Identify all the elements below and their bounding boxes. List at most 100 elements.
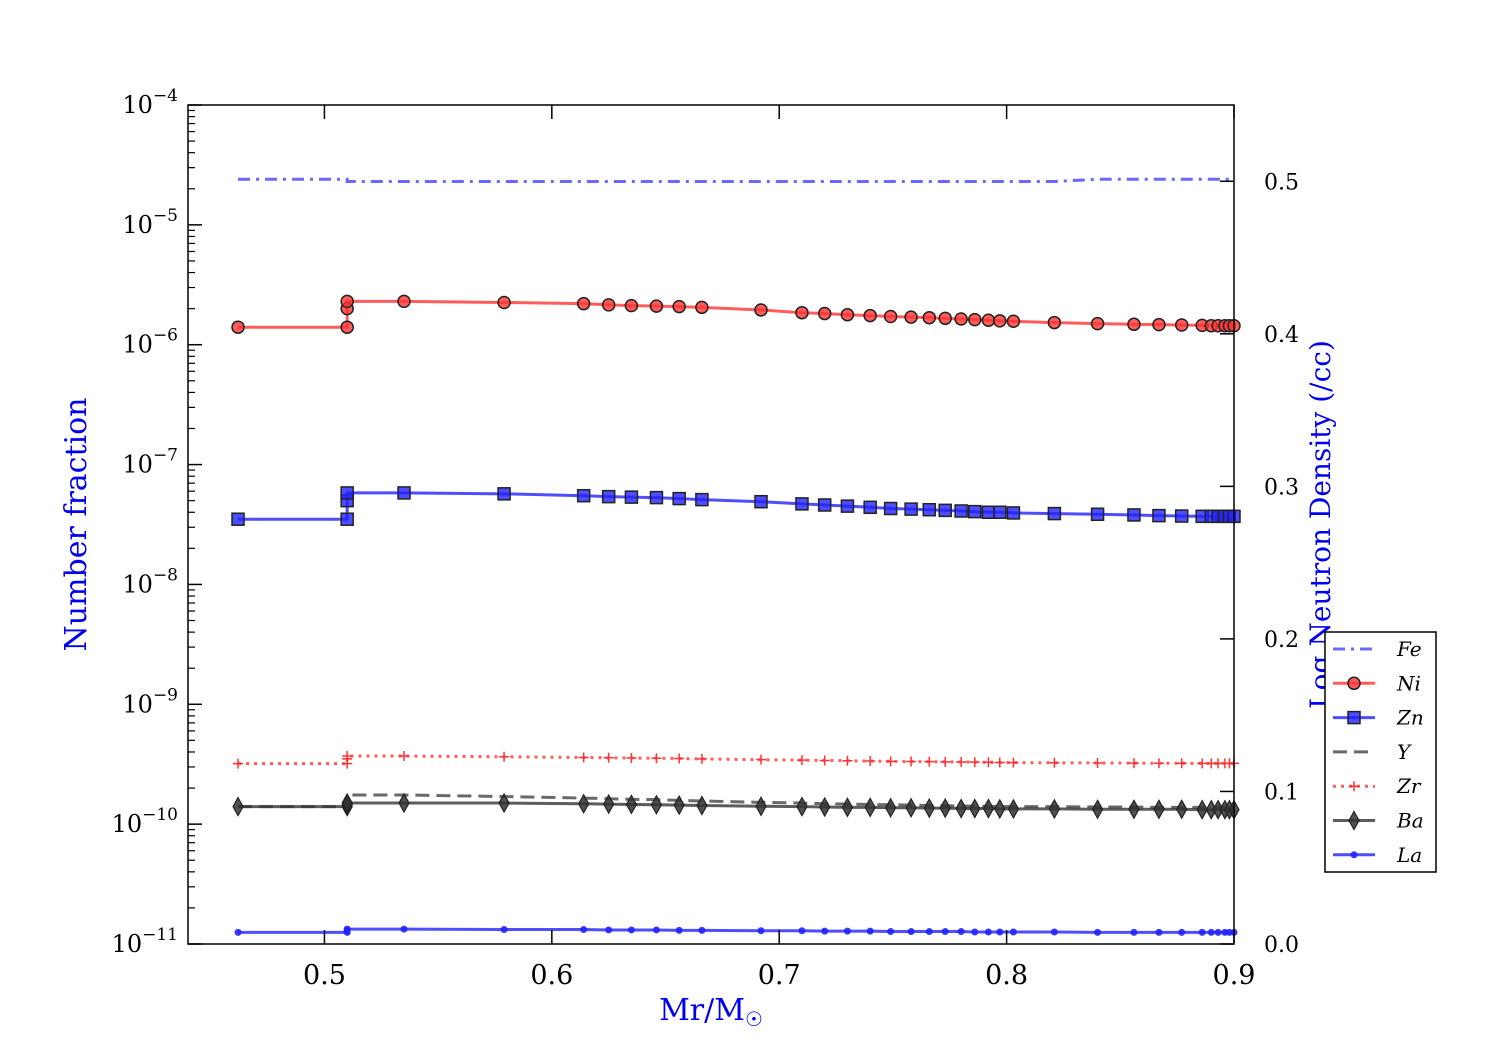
series-Fe: [238, 177, 1234, 183]
data-point: [956, 756, 967, 767]
data-point: [922, 502, 937, 517]
data-point: [498, 792, 510, 814]
data-point: [754, 303, 768, 317]
legend-label: Fe: [1396, 637, 1422, 661]
plot-frame: [187, 104, 1235, 945]
data-point: [400, 925, 408, 933]
data-point: [883, 309, 898, 324]
data-point: [969, 757, 980, 768]
legend-item: Ba: [1333, 809, 1424, 833]
data-point: [904, 502, 918, 516]
data-point: [843, 927, 851, 935]
data-point: [1348, 810, 1360, 831]
data-point: [1207, 928, 1215, 936]
data-point: [624, 490, 639, 504]
data-point: [398, 792, 410, 814]
data-point: [1006, 506, 1021, 520]
data-point: [994, 798, 1006, 820]
data-point: [1048, 798, 1061, 820]
data-point: [840, 499, 855, 513]
y-tick-label: 10−4: [122, 86, 178, 119]
data-point: [941, 928, 949, 936]
legend-item: Ni: [1333, 671, 1421, 695]
data-point: [969, 798, 981, 819]
y-tick-label: 10−6: [122, 326, 178, 359]
data-point: [795, 305, 809, 320]
data-point: [1006, 314, 1021, 328]
legend-label: Zn: [1396, 706, 1424, 730]
data-point: [957, 928, 965, 936]
data-point: [925, 928, 933, 936]
data-point: [1007, 798, 1020, 820]
data-point: [231, 320, 245, 334]
legend-label: Ni: [1396, 671, 1421, 695]
data-point: [673, 794, 685, 816]
data-point: [1090, 507, 1105, 522]
series-La: [234, 925, 1238, 936]
data-point: [939, 797, 951, 819]
legend-item: Y: [1333, 740, 1412, 764]
data-point: [819, 796, 831, 818]
y-axis-right: 0.0 0.1 0.2 0.3 0.4 0.5: [1220, 170, 1299, 958]
data-point: [231, 512, 245, 526]
data-point: [883, 501, 898, 516]
legend-label: Y: [1397, 740, 1412, 764]
x-tick-label: 0.9: [1213, 960, 1256, 991]
data-point: [1349, 781, 1359, 792]
data-point: [865, 756, 876, 767]
data-point: [1155, 928, 1163, 936]
data-point: [756, 754, 767, 765]
data-point: [624, 298, 639, 313]
data-point: [938, 503, 952, 518]
legend-item: Zr: [1333, 774, 1422, 798]
data-point: [984, 928, 992, 936]
data-point: [601, 298, 616, 312]
data-point: [1178, 928, 1186, 936]
data-point: [968, 504, 982, 519]
data-point: [1047, 506, 1062, 521]
data-point: [796, 755, 807, 766]
data-point: [757, 927, 765, 935]
data-point: [981, 313, 996, 327]
data-point: [796, 796, 808, 817]
x-axis-label: Mr/M☉: [659, 993, 763, 1031]
series-line: [238, 491, 1234, 521]
data-point: [397, 294, 411, 309]
y-right-tick-label: 0.0: [1264, 933, 1299, 958]
data-point: [1008, 757, 1019, 768]
data-point: [754, 494, 768, 509]
data-point: [576, 488, 591, 503]
legend-item: Fe: [1333, 637, 1422, 661]
data-point: [993, 314, 1007, 328]
series-Zr: [233, 751, 1239, 769]
series-line: [238, 927, 1234, 934]
data-point: [817, 306, 832, 321]
data-point: [841, 797, 854, 818]
data-point: [234, 928, 242, 936]
legend-label: Zr: [1396, 774, 1422, 798]
data-point: [1347, 710, 1361, 725]
data-point: [840, 307, 855, 322]
data-point: [971, 928, 979, 936]
data-point: [500, 926, 508, 934]
data-point: [1009, 928, 1017, 936]
data-point: [674, 753, 685, 764]
data-point: [340, 294, 354, 309]
y-right-tick-label: 0.1: [1264, 780, 1299, 805]
x-tick-label: 0.6: [530, 960, 573, 991]
data-point: [1153, 758, 1164, 769]
legend-item: Zn: [1333, 706, 1424, 730]
data-point: [625, 794, 638, 815]
data-point: [649, 299, 664, 313]
data-point: [1196, 799, 1208, 820]
data-point: [577, 793, 590, 814]
data-point: [864, 797, 876, 818]
data-point: [695, 300, 709, 315]
data-point: [940, 756, 951, 767]
y-tick-label: 10−9: [122, 685, 178, 718]
series-line: [238, 299, 1234, 329]
series-Ba: [232, 792, 1240, 820]
series-Ni: [231, 294, 1241, 334]
data-point: [696, 795, 708, 816]
data-point: [938, 311, 952, 326]
